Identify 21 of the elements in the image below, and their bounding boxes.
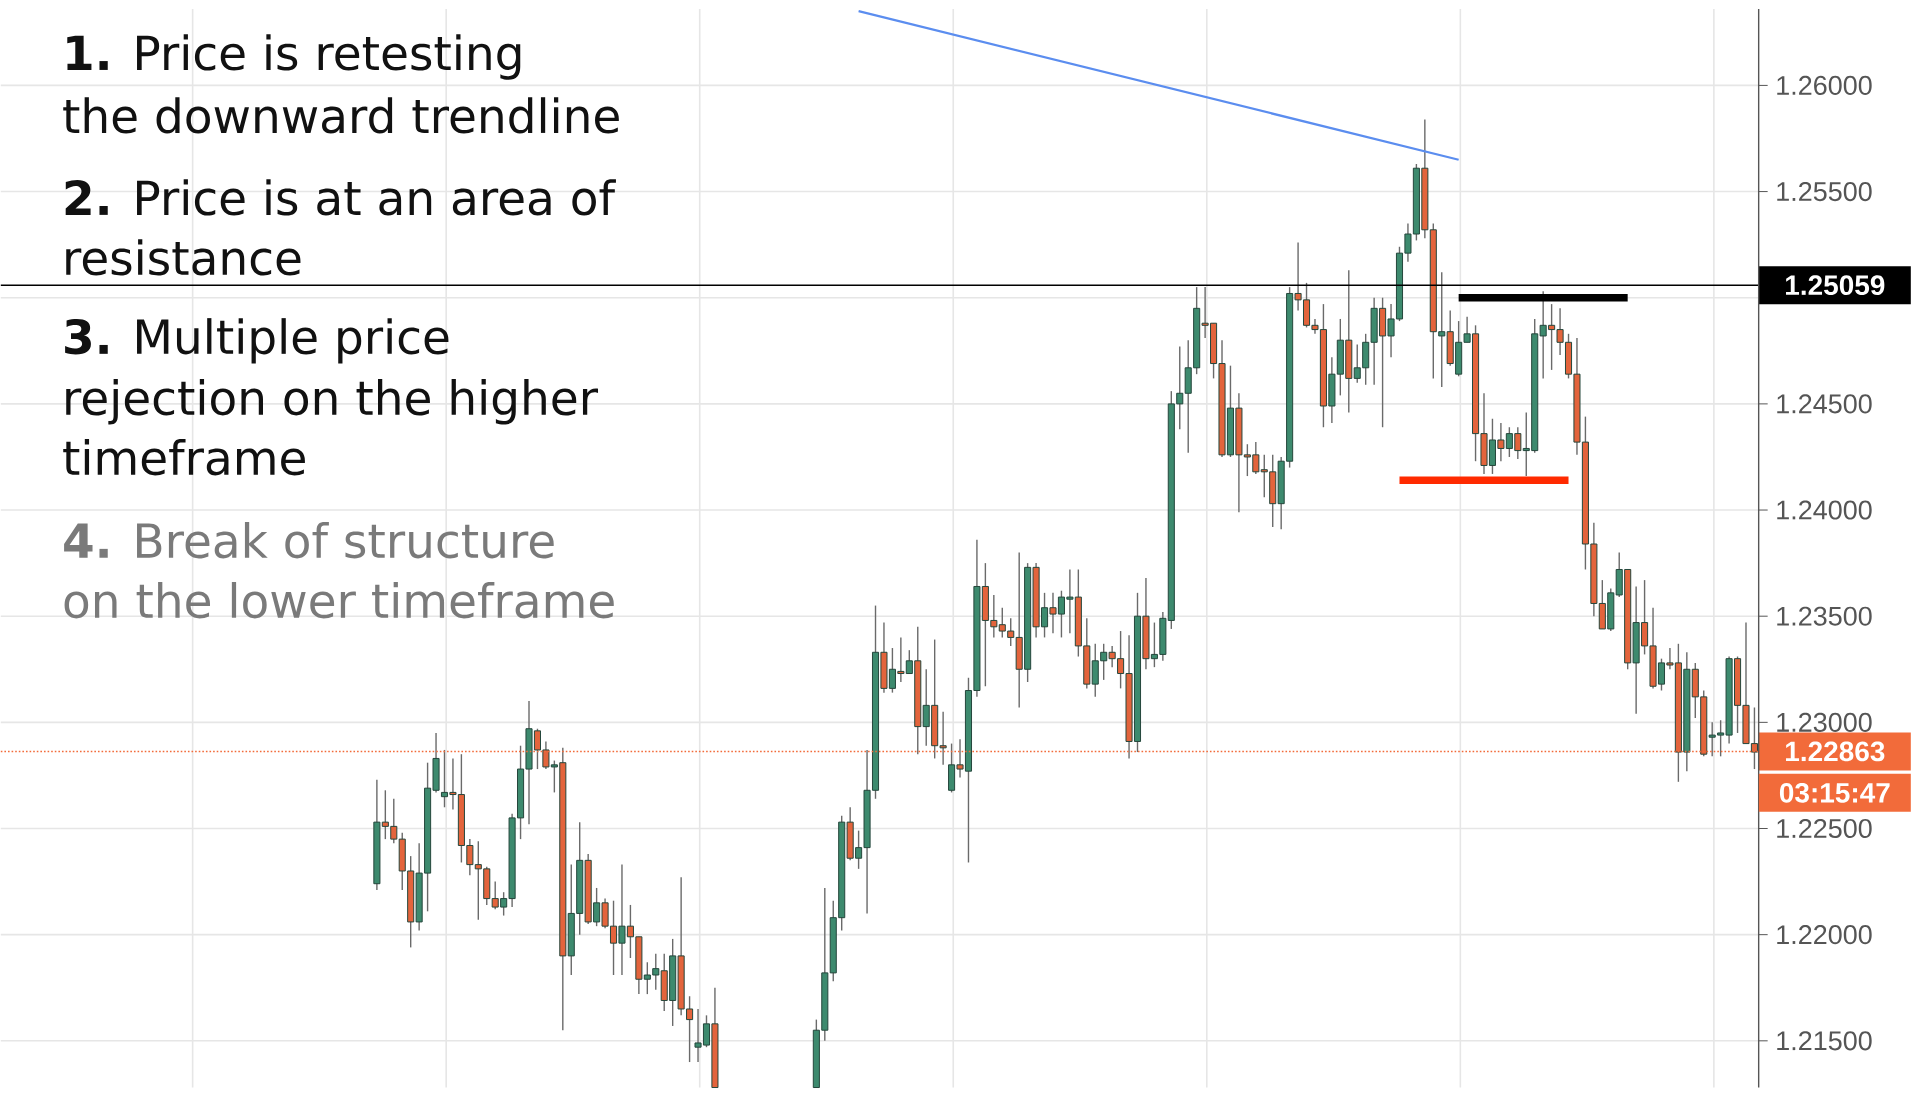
annotation: rejection on the higher <box>66 378 599 425</box>
annotation: on the lower timeframe <box>64 581 614 619</box>
text: 03:15:47 <box>1779 782 1890 803</box>
annotation: 2. Price is at an area of <box>65 179 616 216</box>
annotation: resistance <box>66 238 301 276</box>
y-tick-label: 1.24000 <box>1777 500 1872 520</box>
y-tick-label: 1.21500 <box>1777 1031 1872 1051</box>
y-tick-label: 1.22500 <box>1777 818 1872 838</box>
y-tick-label: 1.23500 <box>1777 606 1872 626</box>
annotation: the downward trendline <box>63 97 619 134</box>
ref-line-label: 1.25059 <box>1786 275 1885 295</box>
y-tick-label: 1.26000 <box>1777 75 1872 95</box>
y-tick-label: 1.24500 <box>1777 394 1872 414</box>
ref-line-label: 1.22863 <box>1786 741 1885 762</box>
y-tick-label: 1.23000 <box>1777 712 1872 732</box>
annotation: 1. Price is retesting <box>67 34 521 80</box>
annotation: 4. Break of structure <box>64 521 554 559</box>
y-tick-label: 1.22000 <box>1777 924 1872 945</box>
annotation: 3. Multiple price <box>65 317 449 364</box>
annotation: timeframe <box>63 438 305 476</box>
y-tick-label: 1.25500 <box>1777 181 1872 201</box>
